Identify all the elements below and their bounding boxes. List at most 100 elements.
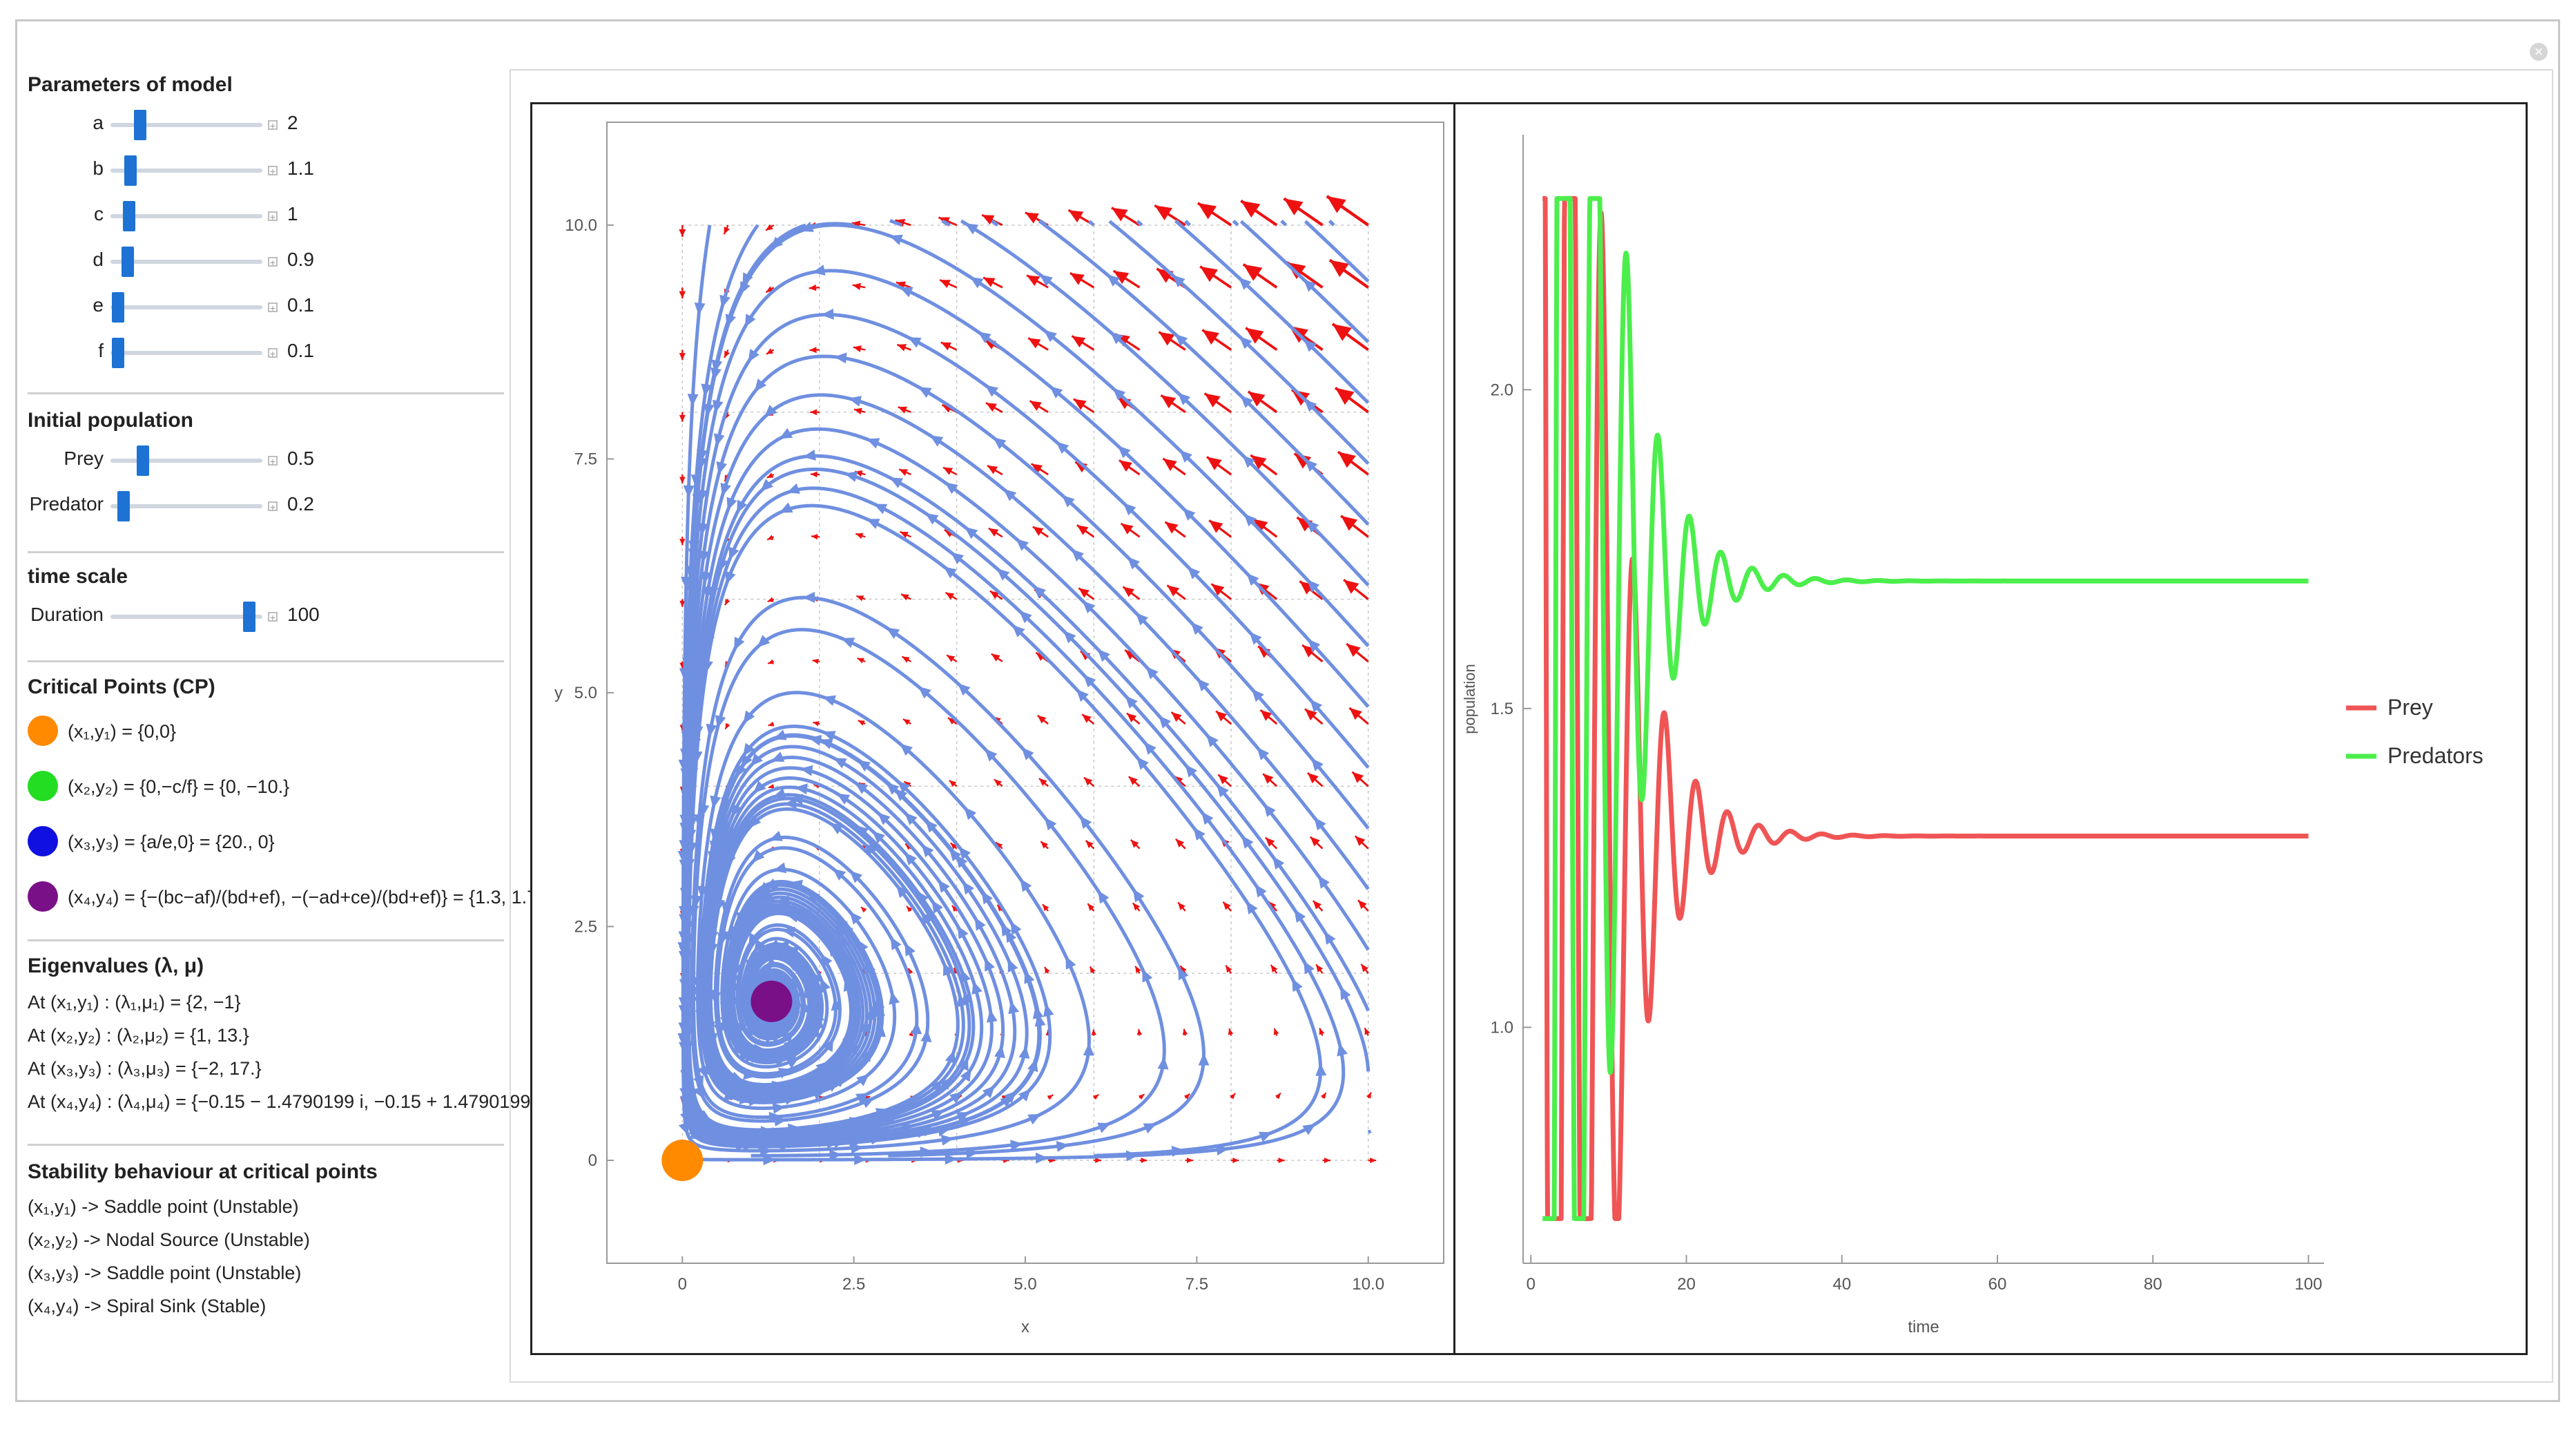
vector-arrow	[1242, 263, 1278, 289]
parameters-title: Parameters of model	[28, 73, 233, 96]
slider-thumb-e[interactable]	[112, 292, 125, 323]
vector-arrow	[1081, 713, 1095, 725]
vector-arrow	[855, 533, 866, 539]
streamline	[1328, 219, 1335, 227]
slider-a[interactable]	[110, 110, 262, 140]
vector-arrow	[768, 784, 775, 789]
vector-arrow	[1320, 1092, 1327, 1099]
vector-arrow	[1199, 265, 1232, 289]
plot-divider	[1453, 104, 1455, 1353]
vector-arrow	[945, 591, 958, 600]
vector-arrow	[898, 406, 911, 414]
vector-arrow	[1154, 204, 1186, 227]
expand-icon[interactable]: +	[268, 501, 278, 512]
divider	[28, 1144, 504, 1146]
vector-arrow	[1174, 838, 1186, 850]
vector-arrow	[1071, 335, 1095, 351]
streamline	[889, 219, 903, 227]
vector-arrow	[1366, 1092, 1372, 1099]
vector-arrow	[940, 341, 958, 351]
slider-thumb-duration[interactable]	[242, 602, 255, 632]
vector-arrow	[724, 599, 730, 606]
vector-arrow	[982, 276, 1003, 289]
vector-arrow	[1283, 197, 1324, 227]
slider-d[interactable]	[110, 247, 262, 277]
vector-arrow	[1205, 456, 1232, 476]
vector-arrow	[1222, 901, 1232, 912]
expand-icon[interactable]: +	[268, 211, 278, 222]
control-panel: Parameters of model a +2 b +1.1 c +1 d +0.9 e +0.…	[28, 62, 546, 1388]
x-tick-label: 100	[2294, 1275, 2322, 1294]
slider-thumb-predator[interactable]	[117, 491, 130, 521]
expand-icon[interactable]: +	[268, 303, 278, 313]
expand-icon[interactable]: +	[268, 456, 278, 466]
vector-arrow	[1277, 1158, 1285, 1164]
x-tick-label: 40	[1832, 1275, 1851, 1294]
streamline	[1038, 219, 1047, 227]
slider-prey[interactable]	[110, 445, 262, 476]
slider-c[interactable]	[110, 201, 262, 231]
vector-arrow	[1334, 386, 1369, 414]
vector-arrow	[1111, 207, 1141, 227]
expand-icon[interactable]: +	[268, 120, 278, 131]
vector-arrow	[900, 530, 911, 539]
eigenvalues-title: Eigenvalues (λ, μ)	[28, 955, 204, 977]
slider-thumb-prey[interactable]	[137, 445, 150, 476]
x-axis-label: time	[1908, 1318, 1939, 1336]
vector-arrow	[1240, 200, 1278, 227]
slider-thumb-b[interactable]	[124, 155, 137, 186]
vector-arrow	[768, 721, 775, 727]
vector-arrow	[995, 841, 1003, 850]
initial-population-title: Initial population	[28, 409, 193, 432]
slider-value-predator: 0.2	[287, 493, 314, 515]
vector-arrow	[1083, 776, 1095, 787]
vector-arrow	[1229, 1093, 1236, 1100]
slider-value-prey: 0.5	[287, 448, 314, 469]
vector-arrow	[1128, 776, 1141, 787]
slider-b[interactable]	[110, 155, 262, 186]
vector-arrow	[1328, 258, 1369, 289]
eigenvalue-line: At (x₄,y₄) : (λ₄,μ₄) = {−0.15 − 1.479019…	[28, 1091, 546, 1112]
vector-arrow	[907, 968, 913, 975]
slider-thumb-d[interactable]	[122, 247, 135, 277]
slider-thumb-f[interactable]	[112, 338, 125, 368]
stability-line: (x₂,y₂) -> Nodal Source (Unstable)	[28, 1229, 310, 1250]
streamline	[1174, 219, 1370, 404]
slider-thumb-c[interactable]	[123, 201, 136, 231]
expand-icon[interactable]: +	[268, 348, 278, 358]
x-tick-label: 0	[1527, 1275, 1536, 1294]
vector-arrow	[1112, 269, 1141, 289]
eigenvalue-line: At (x₂,y₂) : (λ₂,μ₂) = {1, 13.}	[28, 1025, 249, 1046]
slider-predator[interactable]	[110, 491, 262, 521]
vector-arrow	[724, 722, 730, 730]
vector-arrow	[857, 657, 866, 664]
vector-arrow	[1085, 840, 1095, 850]
vector-arrow	[1231, 1158, 1239, 1164]
close-icon[interactable]: ×	[2530, 43, 2548, 61]
vector-arrow	[1245, 327, 1278, 352]
expand-icon[interactable]: +	[268, 166, 278, 176]
vector-arrow	[1160, 394, 1186, 414]
streamline	[679, 352, 1370, 1146]
expand-icon[interactable]: +	[268, 612, 278, 622]
expand-icon[interactable]: +	[268, 257, 278, 267]
vector-arrow	[1030, 463, 1049, 476]
vector-arrow	[1040, 841, 1049, 850]
slider-thumb-a[interactable]	[134, 110, 147, 140]
vector-arrow	[1170, 711, 1186, 725]
critical-point-marker-icon	[28, 716, 58, 746]
vector-arrow	[1126, 712, 1141, 725]
slider-duration[interactable]	[110, 602, 262, 632]
vector-arrow	[1250, 454, 1278, 476]
slider-e[interactable]	[110, 292, 262, 323]
slider-value-c: 1	[287, 203, 298, 224]
vector-arrow	[1073, 398, 1095, 414]
eigenvalue-line: At (x₃,y₃) : (λ₃,μ₃) = {−2, 17.}	[28, 1058, 262, 1079]
slider-f[interactable]	[110, 338, 262, 368]
streamline	[686, 591, 1210, 1159]
vector-arrow	[1027, 337, 1049, 351]
legend: Prey Predators	[2346, 695, 2483, 768]
vector-arrow	[942, 466, 958, 476]
x-tick-label: 5.0	[1014, 1275, 1036, 1294]
